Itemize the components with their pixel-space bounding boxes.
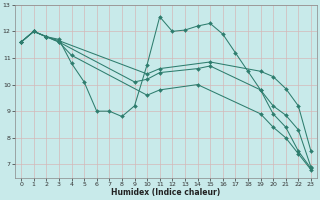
X-axis label: Humidex (Indice chaleur): Humidex (Indice chaleur) xyxy=(111,188,221,197)
